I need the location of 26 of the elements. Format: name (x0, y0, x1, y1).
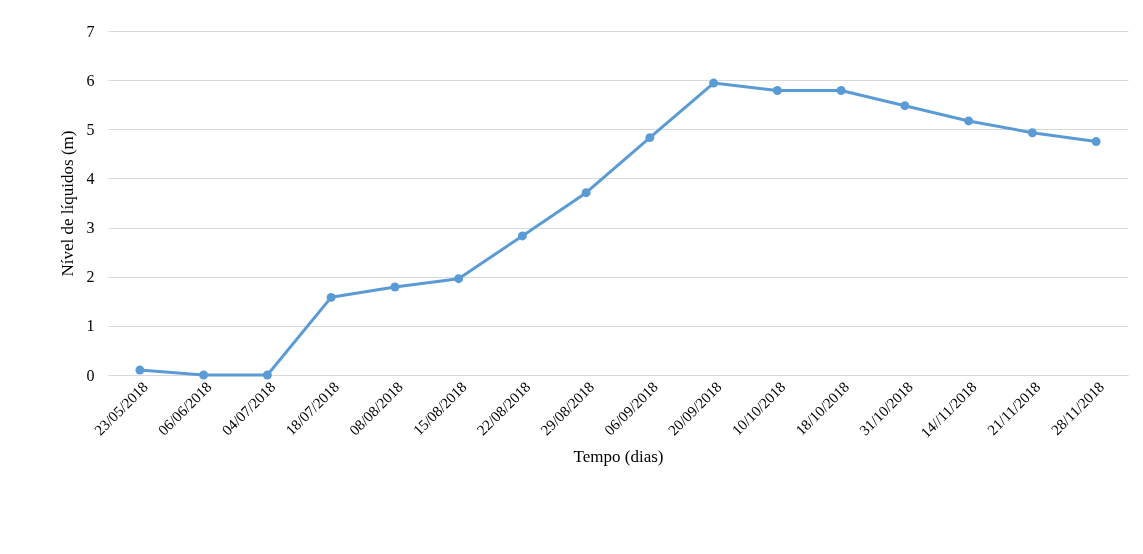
point (390, 282, 400, 292)
point (517, 231, 527, 241)
point (262, 370, 272, 380)
point (836, 86, 846, 95)
point (581, 188, 591, 198)
y-tick-label: 1 (86, 317, 95, 335)
y-tick-label: 6 (86, 71, 95, 89)
point (772, 86, 782, 95)
point (326, 292, 336, 302)
point (709, 78, 719, 88)
point (1091, 137, 1101, 147)
y-tick-label: 7 (86, 22, 95, 40)
y-tick-label: 2 (86, 268, 95, 286)
y-tick-label: 5 (86, 120, 95, 138)
point (135, 365, 145, 375)
point (199, 370, 209, 380)
y-tick-label: 3 (86, 219, 95, 237)
point (1027, 128, 1037, 138)
point (645, 133, 655, 143)
point (900, 101, 910, 111)
y-tick-label: 4 (86, 169, 95, 187)
x-axis-title: Tempo (dias) (573, 446, 664, 466)
point (454, 274, 464, 284)
y-axis-title: Nível de líquidos (m) (57, 130, 77, 277)
point (964, 116, 974, 126)
y-tick-label: 0 (86, 366, 95, 384)
